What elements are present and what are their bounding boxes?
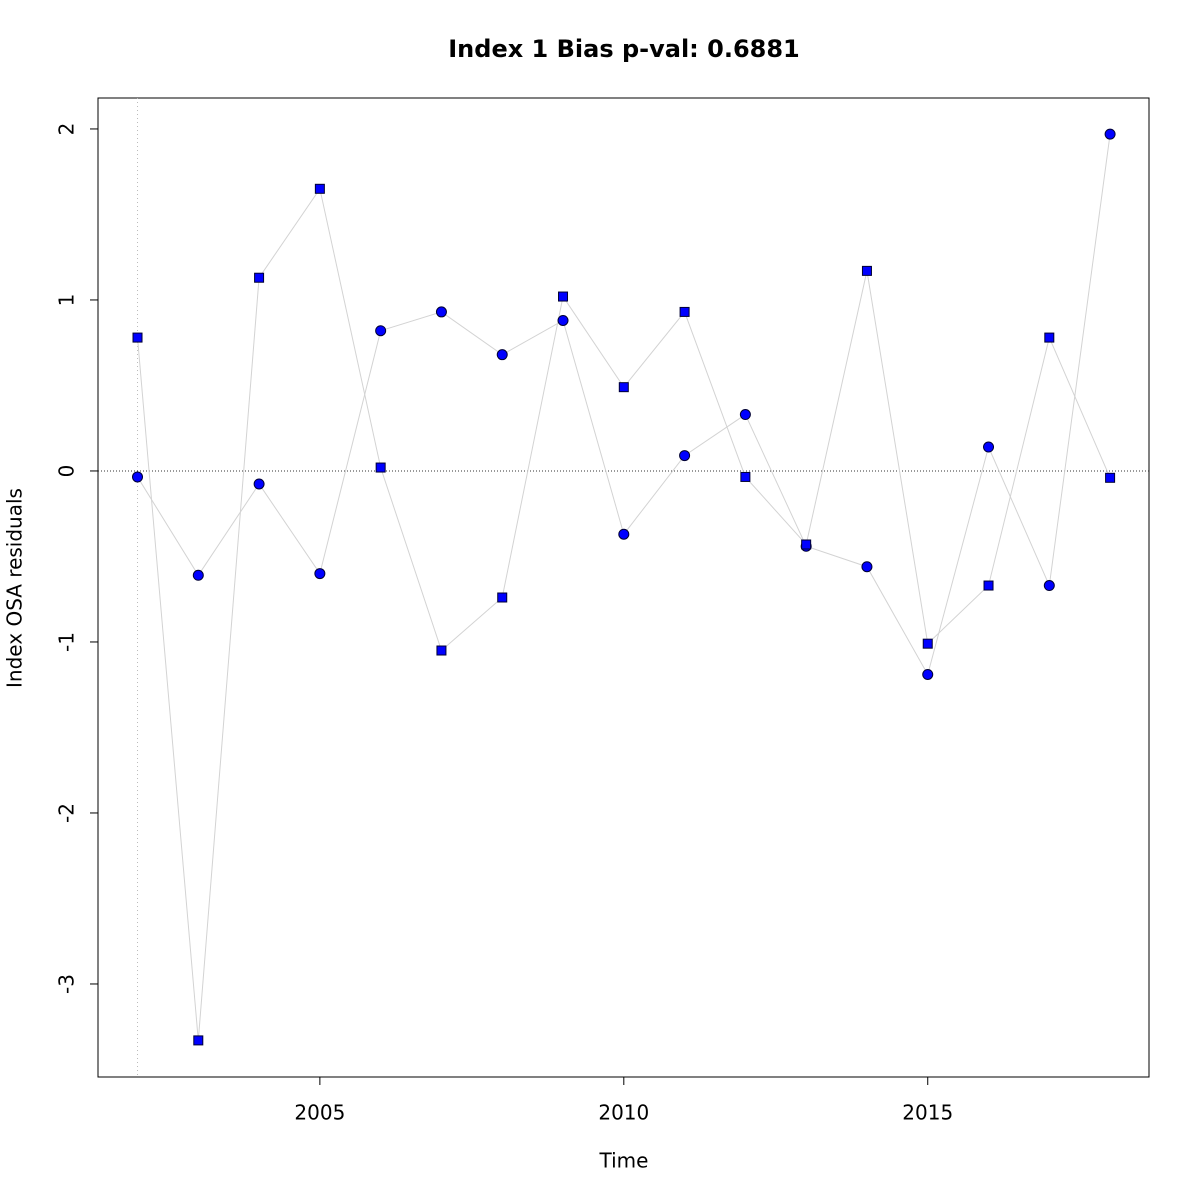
- point: [496, 349, 508, 361]
- point: [618, 528, 630, 540]
- point: [436, 645, 447, 656]
- point: [1105, 472, 1116, 483]
- point: [375, 462, 386, 473]
- y-tick-label: 1: [55, 294, 79, 307]
- point: [557, 314, 569, 326]
- point: [983, 580, 994, 591]
- point: [679, 450, 691, 462]
- x-axis-title: Time: [599, 1149, 649, 1173]
- point: [314, 183, 325, 194]
- point: [801, 539, 812, 550]
- x-tick-label: 2010: [598, 1101, 649, 1125]
- y-tick-label: -3: [55, 974, 79, 994]
- chart-title: Index 1 Bias p-val: 0.6881: [448, 35, 800, 63]
- point: [132, 332, 143, 343]
- point: [739, 409, 751, 421]
- point: [679, 306, 690, 317]
- x-tick-label: 2015: [902, 1101, 953, 1125]
- point: [253, 478, 265, 490]
- y-tick-label: -1: [55, 632, 79, 652]
- x-tick-label: 2005: [294, 1101, 345, 1125]
- point: [922, 638, 933, 649]
- y-tick-label: -2: [55, 803, 79, 823]
- point: [193, 1035, 204, 1046]
- point: [254, 272, 265, 283]
- point: [1044, 332, 1055, 343]
- point: [861, 561, 873, 573]
- point: [497, 592, 508, 603]
- point: [922, 668, 934, 680]
- point: [435, 306, 447, 318]
- point: [314, 568, 326, 580]
- point: [861, 265, 872, 276]
- point: [740, 471, 751, 482]
- point: [1104, 128, 1116, 140]
- point: [375, 325, 387, 337]
- point: [192, 569, 204, 581]
- point: [983, 441, 995, 453]
- y-tick-label: 2: [55, 123, 79, 136]
- point: [618, 382, 629, 393]
- point: [558, 291, 569, 302]
- y-axis-title: Index OSA residuals: [3, 488, 27, 688]
- point: [1043, 580, 1055, 592]
- y-tick-label: 0: [55, 465, 79, 478]
- point: [132, 471, 144, 483]
